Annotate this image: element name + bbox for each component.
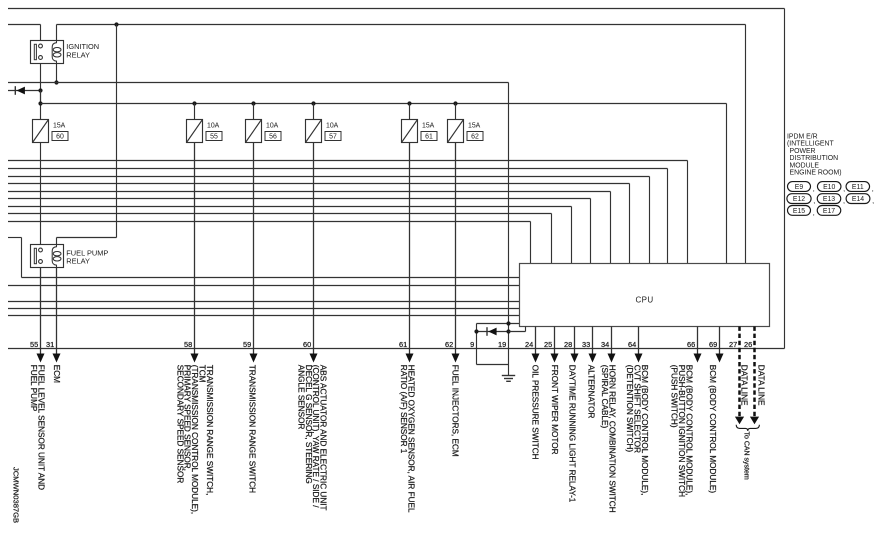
svg-text:25: 25 [544,340,552,349]
svg-text:,: , [813,208,815,217]
svg-text:59: 59 [243,340,251,349]
svg-text:BCM (BODY CONTROL MODULE): BCM (BODY CONTROL MODULE) [708,365,717,494]
svg-text:,: , [872,196,874,205]
svg-text:15A: 15A [468,123,481,130]
svg-text:E11: E11 [852,184,864,191]
svg-text:27: 27 [729,340,737,349]
svg-text:MODULE: MODULE [790,162,820,169]
svg-text:IGNITION: IGNITION [66,42,99,51]
svg-text:To CAN system: To CAN system [743,432,750,480]
svg-text:RELAY: RELAY [66,257,90,266]
svg-text:24: 24 [525,340,533,349]
svg-text:E10: E10 [823,184,835,191]
svg-text:31: 31 [46,340,54,349]
svg-text:62: 62 [471,134,479,141]
svg-text:55: 55 [210,134,218,141]
svg-text:HORN RELAY, COMBINATION SWITCH: HORN RELAY, COMBINATION SWITCH(SPIRAL CA… [600,365,616,513]
svg-text:64: 64 [628,340,636,349]
svg-text:10A: 10A [207,123,220,130]
svg-text:FRONT WIPER MOTOR: FRONT WIPER MOTOR [550,365,559,455]
svg-text:,: , [813,184,815,193]
svg-text:E15: E15 [793,208,805,215]
svg-text:(INTELLIGENT: (INTELLIGENT [787,141,835,148]
svg-text:DAYTIME RUNNING LIGHT RELAY-1: DAYTIME RUNNING LIGHT RELAY-1 [568,365,577,503]
svg-text:34: 34 [601,340,609,349]
svg-text:E9: E9 [795,184,804,191]
svg-text:62: 62 [445,340,453,349]
svg-text:BCM (BODY CONTROL MODULE),PUSH: BCM (BODY CONTROL MODULE),PUSH-BUTTON IG… [670,365,694,497]
svg-text:55: 55 [30,340,38,349]
svg-text:TRANSMISSION RANGE SWITCH,TCM(: TRANSMISSION RANGE SWITCH,TCM(TRANSMISSI… [175,365,214,514]
svg-text:DATA LINE: DATA LINE [739,365,748,406]
svg-text:FUEL INJECTORS, ECM: FUEL INJECTORS, ECM [450,365,459,457]
svg-text:E13: E13 [823,196,835,203]
svg-text:60: 60 [56,134,64,141]
svg-text:ABS ACTUATOR AND ELECTRIC UNIT: ABS ACTUATOR AND ELECTRIC UNIT(CONTROL U… [296,365,327,511]
svg-text:,: , [813,196,815,205]
svg-text:28: 28 [564,340,572,349]
svg-text:E14: E14 [852,196,864,203]
svg-text:9: 9 [470,340,474,349]
svg-text:ECM: ECM [52,365,61,383]
svg-text:15A: 15A [53,123,66,130]
svg-text:OIL PRESSURE SWITCH: OIL PRESSURE SWITCH [530,365,539,460]
svg-text:HEATED OXYGEN SENSOR, AIR FUEL: HEATED OXYGEN SENSOR, AIR FUELRATIO (A/F… [399,365,415,513]
svg-text:58: 58 [184,340,192,349]
svg-text:POWER: POWER [790,148,816,155]
svg-text:E12: E12 [793,196,805,203]
svg-text:RELAY: RELAY [66,50,90,59]
svg-text:ALTERNATOR: ALTERNATOR [586,365,595,419]
svg-text:10A: 10A [326,123,339,130]
svg-text:60: 60 [303,340,311,349]
svg-text:,: , [843,196,845,205]
svg-text:BCM (BODY CONTROL MODULE),CVT: BCM (BODY CONTROL MODULE),CVT SHIFT SELE… [625,365,649,496]
svg-text:FUEL LEVEL SENSOR UNIT ANDFUEL: FUEL LEVEL SENSOR UNIT ANDFUEL PUMP [29,365,45,490]
svg-text:JCMWN0387GB: JCMWN0387GB [12,467,21,523]
svg-text:,: , [872,184,874,193]
svg-text:,: , [843,184,845,193]
svg-text:DISTRIBUTION: DISTRIBUTION [790,155,839,162]
svg-text:66: 66 [687,340,695,349]
svg-text:15A: 15A [422,123,435,130]
svg-text:ENGINE ROOM): ENGINE ROOM) [790,170,842,177]
svg-text:61: 61 [399,340,407,349]
svg-text:10A: 10A [266,123,279,130]
svg-text:19: 19 [498,340,506,349]
svg-text:E17: E17 [823,208,835,215]
svg-text:26: 26 [744,340,752,349]
svg-text:IPDM E/R: IPDM E/R [787,134,818,141]
svg-text:CPU: CPU [635,295,653,304]
svg-text:57: 57 [329,134,337,141]
svg-text:56: 56 [269,134,277,141]
svg-text:FUEL PUMP: FUEL PUMP [66,248,108,257]
svg-text:33: 33 [582,340,590,349]
svg-text:DATA LINE: DATA LINE [756,365,765,406]
svg-text:TRANSMISSION RANGE SWITCH: TRANSMISSION RANGE SWITCH [248,365,257,493]
svg-text:61: 61 [425,134,433,141]
svg-text:69: 69 [709,340,717,349]
